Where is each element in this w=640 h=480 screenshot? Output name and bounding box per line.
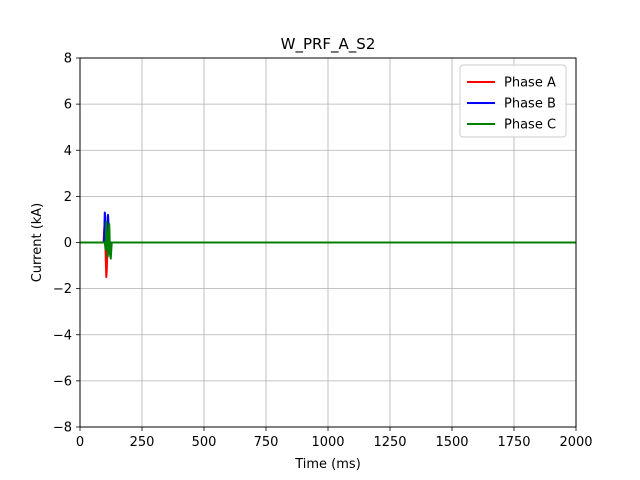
- legend-label: Phase B: [504, 97, 556, 112]
- y-tick-label: −2: [53, 282, 72, 297]
- legend-label: Phase C: [504, 118, 556, 133]
- x-tick-label: 250: [130, 435, 155, 450]
- y-tick-label: −6: [53, 374, 72, 389]
- x-tick-label: 1000: [311, 435, 344, 450]
- y-tick-label: −4: [53, 328, 72, 343]
- series-layer: [80, 211, 576, 279]
- x-tick-label: 500: [192, 435, 217, 450]
- y-axis-label: Current (kA): [30, 203, 45, 283]
- y-tick-label: 6: [64, 98, 72, 113]
- x-tick-label: 1500: [435, 435, 468, 450]
- x-tick-label: 2000: [559, 435, 592, 450]
- y-tick-label: 2: [64, 190, 72, 205]
- x-tick-label: 1750: [497, 435, 530, 450]
- ticks: 0 250 500 750 1000 1250 1500 1750 2000 −8 −6 −4 −2 0 2…: [53, 52, 593, 451]
- y-tick-label: 8: [64, 52, 72, 67]
- legend: Phase A Phase B Phase C: [459, 64, 567, 138]
- legend-label: Phase A: [504, 76, 556, 91]
- y-tick-label: 4: [64, 144, 72, 159]
- x-tick-label: 750: [254, 435, 279, 450]
- y-tick-label: 0: [64, 236, 72, 251]
- series-line-phase-c: [80, 220, 576, 260]
- x-tick-label: 1250: [373, 435, 406, 450]
- chart-title: W_PRF_A_S2: [281, 35, 376, 54]
- y-tick-label: −8: [53, 421, 72, 436]
- x-axis-label: Time (ms): [294, 457, 361, 472]
- x-tick-label: 0: [76, 435, 84, 450]
